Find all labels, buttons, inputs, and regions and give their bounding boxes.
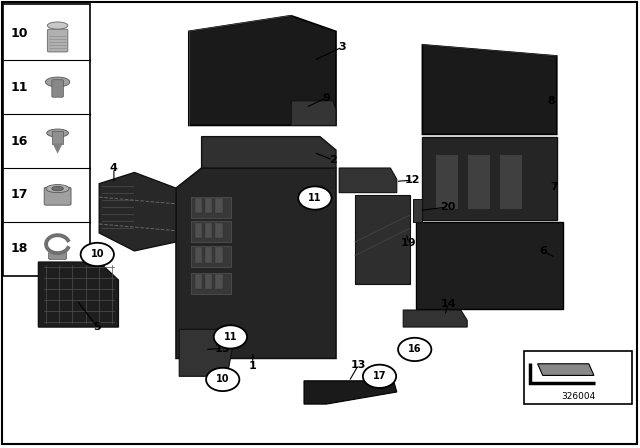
Text: 4: 4	[110, 163, 118, 173]
FancyBboxPatch shape	[3, 4, 90, 276]
FancyBboxPatch shape	[49, 252, 67, 259]
Polygon shape	[355, 195, 410, 284]
Polygon shape	[99, 172, 176, 251]
Text: 13: 13	[351, 360, 366, 370]
Ellipse shape	[46, 185, 69, 193]
Polygon shape	[422, 137, 557, 220]
FancyBboxPatch shape	[215, 247, 223, 263]
Text: 9: 9	[323, 93, 330, 103]
FancyBboxPatch shape	[195, 198, 202, 213]
Circle shape	[398, 338, 431, 361]
Polygon shape	[403, 310, 467, 327]
Ellipse shape	[47, 22, 68, 29]
Circle shape	[206, 368, 239, 391]
FancyBboxPatch shape	[215, 223, 223, 238]
Polygon shape	[339, 168, 397, 193]
Ellipse shape	[47, 129, 68, 137]
FancyBboxPatch shape	[467, 154, 490, 209]
Text: 8: 8	[548, 96, 556, 106]
FancyBboxPatch shape	[191, 273, 231, 294]
FancyBboxPatch shape	[205, 223, 212, 238]
Text: 5: 5	[93, 322, 101, 332]
Text: 10: 10	[216, 375, 230, 384]
Polygon shape	[202, 137, 336, 168]
Text: 11: 11	[223, 332, 237, 342]
FancyBboxPatch shape	[215, 198, 223, 213]
Text: 2: 2	[329, 155, 337, 165]
Text: 10: 10	[90, 250, 104, 259]
FancyBboxPatch shape	[524, 351, 632, 404]
Text: 11: 11	[11, 81, 28, 94]
Text: 15: 15	[215, 344, 230, 353]
Circle shape	[363, 365, 396, 388]
Text: 19: 19	[401, 238, 416, 248]
FancyBboxPatch shape	[195, 274, 202, 289]
Text: 18: 18	[11, 242, 28, 255]
FancyBboxPatch shape	[47, 29, 68, 52]
Text: 20: 20	[440, 202, 456, 212]
Polygon shape	[179, 329, 234, 376]
Polygon shape	[538, 364, 594, 375]
Text: 1: 1	[249, 361, 257, 371]
Text: 10: 10	[11, 27, 28, 40]
Text: 326004: 326004	[561, 392, 595, 401]
Polygon shape	[38, 262, 118, 327]
FancyBboxPatch shape	[191, 246, 231, 267]
Polygon shape	[291, 101, 336, 125]
FancyBboxPatch shape	[205, 274, 212, 289]
Polygon shape	[413, 199, 422, 222]
Circle shape	[214, 325, 247, 349]
Text: 12: 12	[405, 175, 420, 185]
Text: 17: 17	[11, 188, 28, 202]
Ellipse shape	[52, 186, 63, 191]
FancyBboxPatch shape	[191, 197, 231, 218]
Text: 16: 16	[11, 134, 28, 148]
FancyBboxPatch shape	[52, 131, 63, 144]
Circle shape	[81, 243, 114, 266]
FancyBboxPatch shape	[215, 274, 223, 289]
FancyBboxPatch shape	[44, 187, 71, 205]
Polygon shape	[422, 45, 557, 134]
FancyBboxPatch shape	[205, 247, 212, 263]
Polygon shape	[304, 381, 397, 404]
Polygon shape	[189, 16, 336, 125]
FancyBboxPatch shape	[52, 80, 63, 97]
FancyBboxPatch shape	[499, 154, 522, 209]
Polygon shape	[176, 168, 336, 358]
Text: 6: 6	[539, 246, 547, 256]
Text: 7: 7	[550, 182, 558, 192]
FancyBboxPatch shape	[195, 223, 202, 238]
Text: 14: 14	[440, 299, 456, 309]
Text: 16: 16	[408, 345, 422, 354]
FancyBboxPatch shape	[195, 247, 202, 263]
FancyBboxPatch shape	[435, 154, 458, 209]
Circle shape	[298, 186, 332, 210]
Text: 3: 3	[339, 42, 346, 52]
Text: 11: 11	[308, 193, 322, 203]
FancyBboxPatch shape	[205, 198, 212, 213]
FancyBboxPatch shape	[191, 221, 231, 242]
Polygon shape	[52, 143, 63, 154]
Polygon shape	[416, 222, 563, 309]
Ellipse shape	[45, 77, 70, 87]
Text: 17: 17	[372, 371, 387, 381]
